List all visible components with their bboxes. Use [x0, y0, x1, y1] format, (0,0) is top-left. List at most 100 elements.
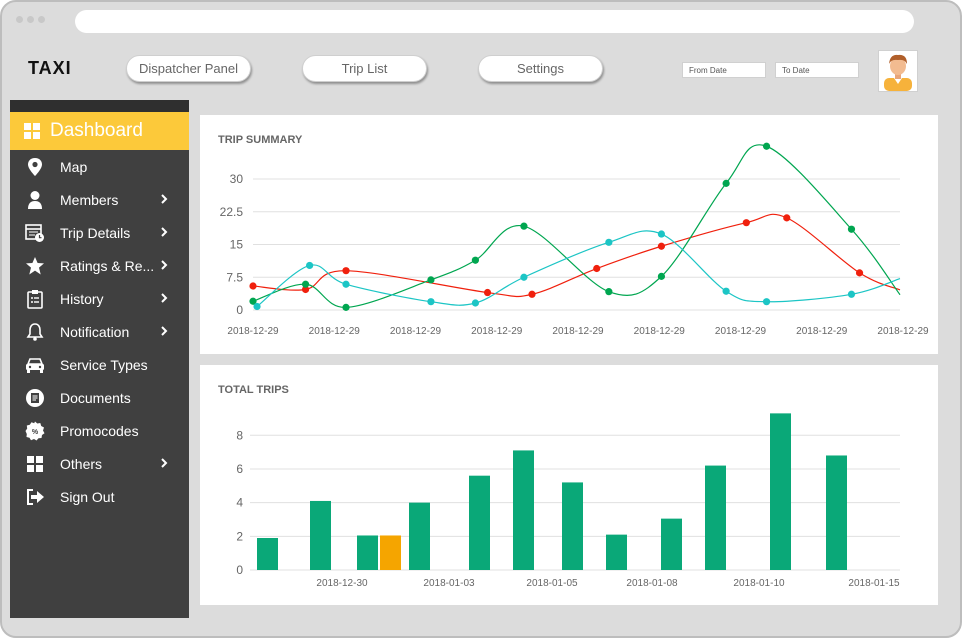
- dispatcher-panel-button[interactable]: Dispatcher Panel: [126, 55, 251, 82]
- address-bar[interactable]: [75, 10, 914, 33]
- window-dot[interactable]: [27, 16, 34, 23]
- sidebar-item-label: Trip Details: [60, 224, 131, 241]
- data-point[interactable]: [657, 230, 666, 238]
- x-tick-label: 2018-12-29: [796, 326, 848, 337]
- chevron-right-icon[interactable]: [157, 456, 171, 470]
- data-point[interactable]: [249, 282, 257, 290]
- sidebar-item-label: Service Types: [60, 356, 148, 373]
- data-point[interactable]: [471, 256, 480, 264]
- data-point[interactable]: [301, 280, 310, 288]
- sidebar-item-label: Map: [60, 158, 88, 175]
- trip-list-button[interactable]: Trip List: [302, 55, 427, 82]
- data-point[interactable]: [301, 285, 310, 294]
- sidebar-item-ratings-re[interactable]: Ratings & Re...: [10, 249, 189, 282]
- percent-badge-icon: %: [24, 421, 46, 441]
- bar[interactable]: [661, 518, 682, 570]
- bar[interactable]: [380, 535, 401, 570]
- sidebar-item-service-types[interactable]: Service Types: [10, 348, 189, 381]
- data-point[interactable]: [520, 222, 528, 230]
- sidebar-item-members[interactable]: Members: [10, 183, 189, 216]
- data-point[interactable]: [249, 297, 257, 305]
- y-tick-label: 6: [236, 462, 243, 476]
- data-point[interactable]: [657, 242, 666, 250]
- y-tick-label: 22.5: [220, 205, 244, 219]
- sidebar-item-label: Others: [60, 455, 103, 472]
- sidebar-item-dashboard[interactable]: Dashboard: [10, 112, 189, 150]
- sidebar-item-label: Ratings & Re...: [60, 257, 155, 274]
- data-point[interactable]: [593, 264, 601, 273]
- data-point[interactable]: [427, 298, 435, 306]
- series-line: [252, 144, 901, 308]
- data-point[interactable]: [520, 273, 528, 281]
- star-icon: [24, 256, 46, 276]
- bar[interactable]: [409, 502, 430, 570]
- window-dot[interactable]: [16, 16, 23, 23]
- sidebar-item-trip-details[interactable]: Trip Details: [10, 216, 189, 249]
- y-tick-label: 15: [230, 238, 244, 252]
- to-date-field[interactable]: To Date: [775, 62, 859, 78]
- data-point[interactable]: [342, 280, 350, 288]
- y-tick-label: 8: [236, 428, 243, 442]
- chevron-right-icon[interactable]: [157, 258, 171, 272]
- chevron-right-icon[interactable]: [157, 192, 171, 206]
- sidebar-item-history[interactable]: History: [10, 282, 189, 315]
- data-point[interactable]: [342, 303, 350, 311]
- bar[interactable]: [310, 500, 331, 570]
- sidebar-item-label: Dashboard: [50, 120, 143, 141]
- x-tick-label: 2018-01-05: [526, 578, 578, 589]
- data-point[interactable]: [471, 299, 480, 307]
- data-point[interactable]: [847, 290, 856, 298]
- data-point[interactable]: [762, 142, 771, 150]
- x-tick-label: 2018-12-29: [471, 326, 523, 337]
- trip-summary-title: TRIP SUMMARY: [218, 134, 303, 146]
- data-point[interactable]: [306, 261, 314, 270]
- dashboard-grid-icon: [24, 123, 40, 139]
- window-dot[interactable]: [38, 16, 45, 23]
- data-point[interactable]: [847, 225, 856, 233]
- data-point[interactable]: [342, 267, 350, 275]
- avatar[interactable]: [878, 50, 918, 92]
- data-point[interactable]: [253, 302, 261, 311]
- data-point[interactable]: [605, 238, 613, 246]
- data-point[interactable]: [483, 288, 492, 297]
- grid-icon: [24, 454, 46, 474]
- settings-button[interactable]: Settings: [478, 55, 603, 82]
- x-tick-label: 2018-12-29: [552, 326, 604, 337]
- bar[interactable]: [513, 450, 534, 570]
- calendar-clock-icon: [24, 223, 46, 243]
- bar[interactable]: [606, 534, 627, 570]
- bar[interactable]: [826, 455, 847, 570]
- bar[interactable]: [257, 538, 278, 570]
- data-point[interactable]: [427, 276, 435, 284]
- y-tick-label: 30: [230, 172, 244, 186]
- bar[interactable]: [357, 535, 378, 570]
- y-tick-label: 0: [236, 563, 243, 577]
- data-point[interactable]: [722, 287, 730, 295]
- data-point[interactable]: [762, 298, 771, 306]
- sidebar-item-documents[interactable]: Documents: [10, 381, 189, 414]
- data-point[interactable]: [783, 214, 791, 222]
- chevron-right-icon[interactable]: [157, 225, 171, 239]
- bar[interactable]: [705, 465, 726, 570]
- data-point[interactable]: [605, 288, 613, 296]
- y-tick-label: 2: [236, 529, 243, 543]
- sidebar-item-others[interactable]: Others: [10, 447, 189, 480]
- sidebar-item-map[interactable]: Map: [10, 150, 189, 183]
- data-point[interactable]: [528, 290, 536, 298]
- x-tick-label: 2018-12-29: [227, 326, 279, 337]
- bar[interactable]: [469, 475, 490, 570]
- from-date-field[interactable]: From Date: [682, 62, 766, 78]
- bar[interactable]: [770, 413, 791, 570]
- sidebar-item-notification[interactable]: Notification: [10, 315, 189, 348]
- sidebar-item-promocodes[interactable]: % Promocodes: [10, 414, 189, 447]
- data-point[interactable]: [722, 179, 730, 187]
- data-point[interactable]: [855, 269, 864, 277]
- data-point[interactable]: [742, 219, 750, 227]
- total-trips-title: TOTAL TRIPS: [218, 384, 289, 396]
- sidebar-item-sign-out[interactable]: Sign Out: [10, 480, 189, 513]
- chevron-right-icon[interactable]: [157, 324, 171, 338]
- bar[interactable]: [562, 482, 583, 570]
- car-icon: [24, 355, 46, 375]
- chevron-right-icon[interactable]: [157, 291, 171, 305]
- data-point[interactable]: [657, 272, 666, 280]
